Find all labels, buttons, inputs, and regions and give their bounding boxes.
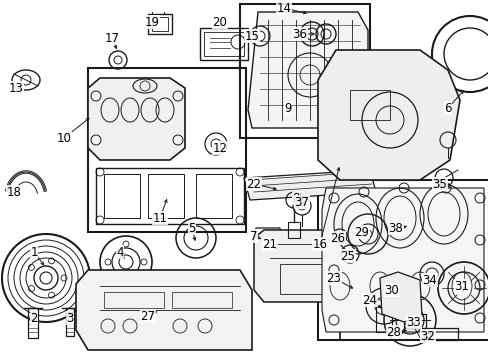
Text: 28: 28 bbox=[386, 325, 401, 338]
Text: 1: 1 bbox=[30, 246, 38, 258]
Text: 36: 36 bbox=[292, 27, 307, 40]
Bar bbox=[339, 272, 429, 340]
Polygon shape bbox=[247, 12, 367, 128]
Bar bbox=[88, 68, 245, 232]
Bar bbox=[148, 14, 172, 34]
Bar bbox=[280, 264, 389, 294]
Polygon shape bbox=[317, 50, 459, 180]
Bar bbox=[203, 32, 244, 56]
Text: 29: 29 bbox=[354, 225, 369, 238]
Polygon shape bbox=[76, 270, 251, 350]
Polygon shape bbox=[253, 228, 282, 250]
Text: 37: 37 bbox=[294, 195, 309, 208]
Text: 14: 14 bbox=[276, 1, 291, 14]
Bar bbox=[196, 174, 231, 218]
Bar bbox=[152, 17, 168, 31]
Text: 31: 31 bbox=[454, 279, 468, 292]
Text: 18: 18 bbox=[6, 185, 21, 198]
Bar bbox=[172, 292, 231, 308]
Text: 23: 23 bbox=[326, 271, 341, 284]
Text: 6: 6 bbox=[443, 102, 451, 114]
Bar bbox=[104, 292, 163, 308]
Bar bbox=[148, 174, 183, 218]
Polygon shape bbox=[253, 230, 403, 302]
Bar bbox=[96, 168, 244, 224]
Text: 2: 2 bbox=[30, 311, 38, 324]
Bar bbox=[282, 52, 295, 108]
Text: 34: 34 bbox=[422, 274, 437, 287]
Bar bbox=[240, 4, 369, 138]
Text: 8: 8 bbox=[292, 192, 299, 204]
Bar bbox=[104, 174, 140, 218]
Polygon shape bbox=[88, 78, 184, 160]
Text: 12: 12 bbox=[212, 141, 227, 154]
Polygon shape bbox=[379, 272, 421, 322]
Bar bbox=[423, 328, 457, 340]
Text: 3: 3 bbox=[66, 311, 74, 324]
Text: 11: 11 bbox=[152, 211, 167, 225]
Text: 21: 21 bbox=[262, 238, 277, 251]
Text: 16: 16 bbox=[312, 238, 327, 251]
Text: 17: 17 bbox=[104, 31, 119, 45]
Text: 10: 10 bbox=[57, 131, 71, 144]
Text: 15: 15 bbox=[244, 30, 259, 42]
Text: 38: 38 bbox=[388, 221, 403, 234]
Bar bbox=[200, 28, 247, 60]
Bar bbox=[256, 244, 282, 254]
Text: 25: 25 bbox=[340, 249, 355, 262]
Text: 24: 24 bbox=[362, 293, 377, 306]
Bar bbox=[284, 46, 293, 56]
Bar bbox=[349, 90, 389, 120]
Bar bbox=[317, 180, 488, 340]
Text: 32: 32 bbox=[420, 329, 434, 342]
Text: 13: 13 bbox=[9, 81, 23, 94]
Bar bbox=[403, 314, 425, 328]
Text: 26: 26 bbox=[330, 231, 345, 244]
Text: 7: 7 bbox=[250, 230, 257, 243]
Bar bbox=[375, 306, 391, 332]
Text: 27: 27 bbox=[140, 310, 155, 323]
Text: 5: 5 bbox=[188, 221, 195, 234]
Bar bbox=[399, 222, 431, 240]
Polygon shape bbox=[321, 188, 483, 332]
Text: 33: 33 bbox=[406, 315, 421, 328]
Text: 19: 19 bbox=[144, 15, 159, 28]
Text: 20: 20 bbox=[212, 15, 227, 28]
Text: 30: 30 bbox=[384, 284, 399, 297]
Bar bbox=[28, 308, 38, 338]
Text: 22: 22 bbox=[246, 177, 261, 190]
Text: 4: 4 bbox=[116, 246, 123, 258]
Bar bbox=[66, 308, 74, 336]
Bar bbox=[287, 222, 299, 238]
Polygon shape bbox=[244, 170, 375, 200]
Text: 9: 9 bbox=[284, 102, 291, 114]
Text: 35: 35 bbox=[432, 177, 447, 190]
